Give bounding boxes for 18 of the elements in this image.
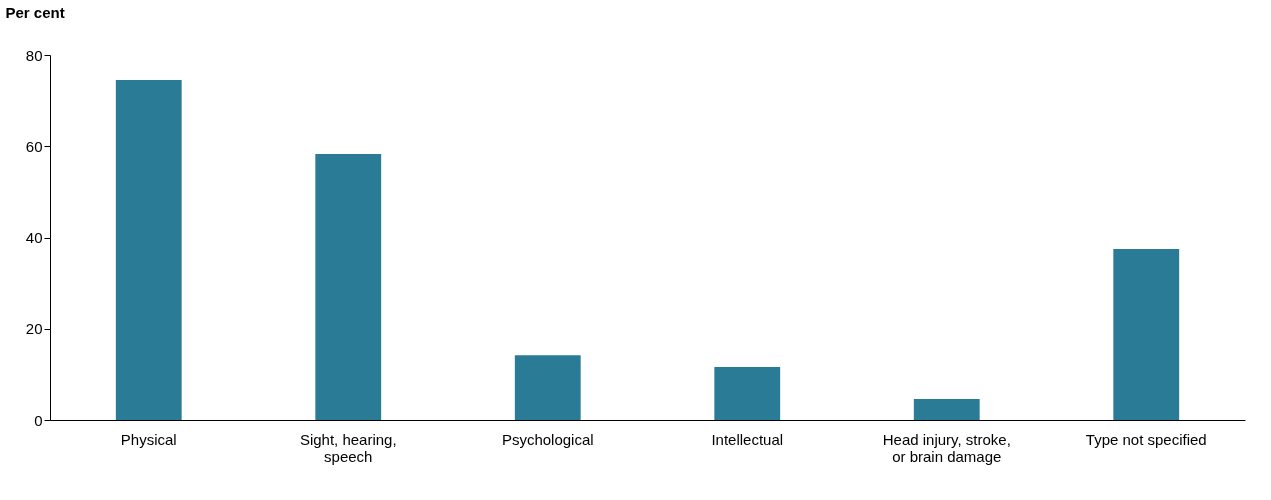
bar: [714, 367, 781, 420]
bar: [115, 80, 182, 420]
x-tick-label: Head injury, stroke, or brain damage: [882, 430, 1011, 465]
x-tick-label: Intellectual: [711, 430, 784, 448]
y-tick-label: 60: [25, 137, 43, 155]
y-tick-label: 20: [25, 320, 43, 338]
y-tick-label: 40: [25, 229, 43, 246]
x-tick-label: Sight, hearing, speech: [299, 430, 397, 465]
x-tick-label: Type not specified: [1085, 430, 1207, 448]
x-tick-label: Psychological: [501, 430, 594, 448]
y-tick-label: 0: [34, 411, 43, 429]
bar: [514, 355, 581, 420]
bar: [913, 399, 980, 420]
x-tick-label: Physical: [120, 430, 177, 448]
y-tick-label: 80: [25, 46, 43, 64]
bar: [1113, 248, 1180, 420]
y-axis-title: Per cent: [5, 3, 65, 21]
bar: [315, 154, 382, 420]
